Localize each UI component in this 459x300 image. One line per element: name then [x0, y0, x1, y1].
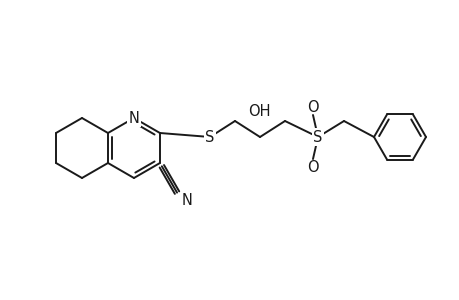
Text: N: N — [128, 110, 139, 125]
Text: OH: OH — [247, 104, 270, 119]
Text: O: O — [307, 100, 318, 115]
Text: S: S — [205, 130, 214, 145]
Text: O: O — [307, 160, 318, 175]
Text: N: N — [181, 194, 192, 208]
Text: S: S — [313, 130, 322, 145]
